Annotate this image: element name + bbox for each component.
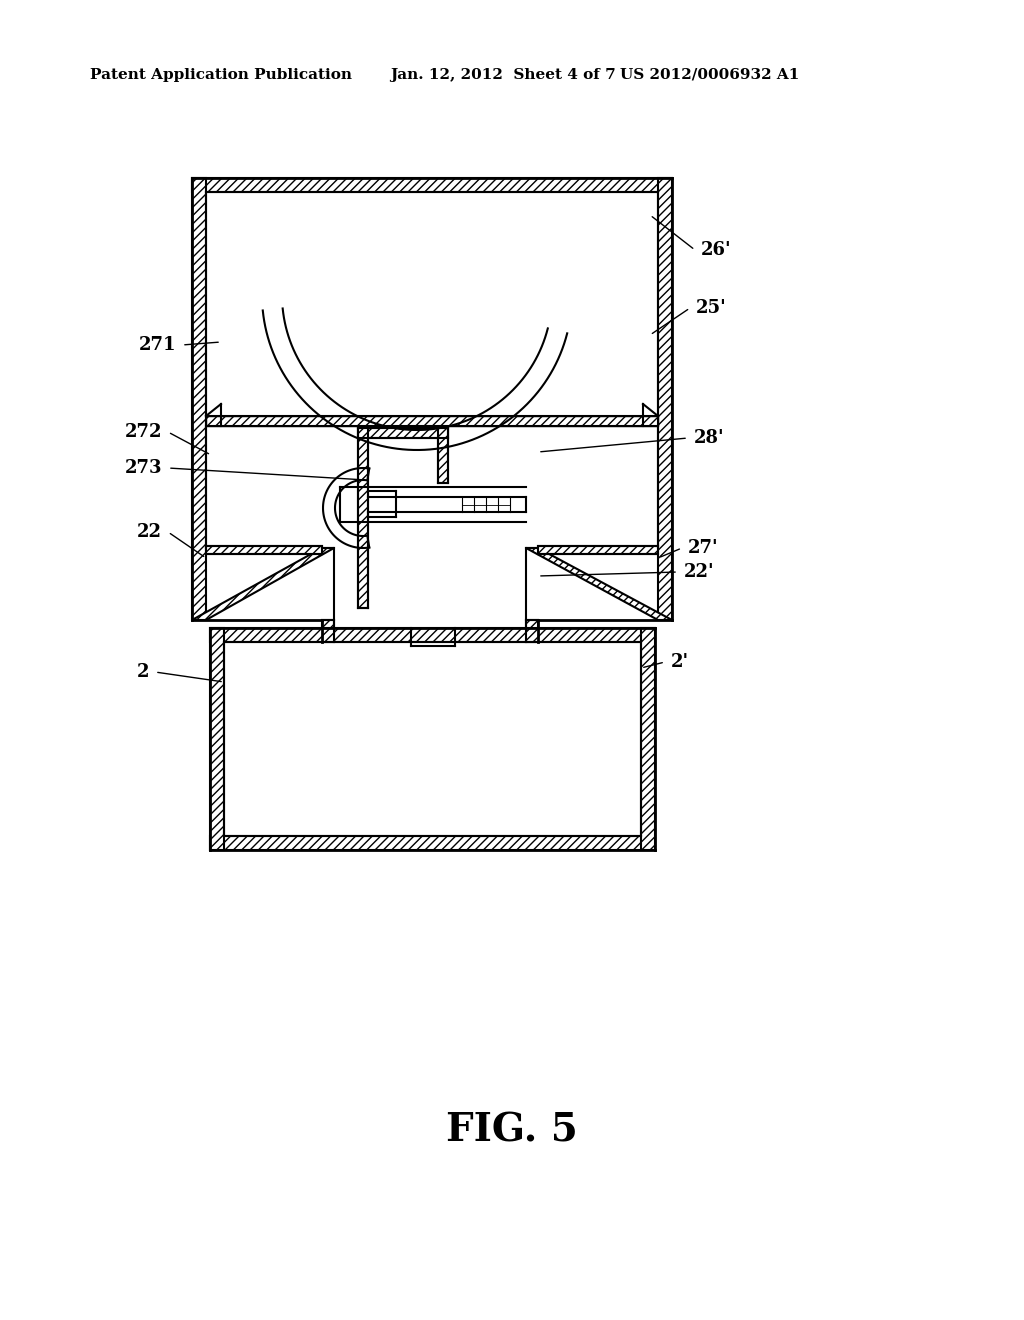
Polygon shape [358, 428, 368, 609]
Polygon shape [641, 628, 655, 850]
Text: US 2012/0006932 A1: US 2012/0006932 A1 [620, 69, 800, 82]
Polygon shape [193, 548, 334, 620]
Polygon shape [322, 620, 334, 642]
Text: 22: 22 [137, 523, 162, 541]
Polygon shape [438, 428, 449, 483]
Polygon shape [358, 428, 449, 438]
Text: Patent Application Publication: Patent Application Publication [90, 69, 352, 82]
Polygon shape [206, 546, 322, 554]
Text: 273: 273 [125, 459, 162, 477]
Polygon shape [526, 620, 538, 642]
Polygon shape [658, 178, 672, 620]
Polygon shape [210, 628, 655, 642]
Text: 26': 26' [701, 242, 731, 259]
Polygon shape [193, 178, 672, 191]
Text: 2: 2 [136, 663, 150, 681]
Text: Jan. 12, 2012  Sheet 4 of 7: Jan. 12, 2012 Sheet 4 of 7 [390, 69, 615, 82]
Polygon shape [538, 546, 658, 554]
Text: 271: 271 [138, 337, 176, 354]
Text: 22': 22' [684, 564, 715, 581]
Polygon shape [206, 416, 658, 426]
Polygon shape [526, 548, 672, 620]
Text: 25': 25' [696, 300, 727, 317]
Text: 272: 272 [125, 422, 162, 441]
Polygon shape [210, 628, 224, 850]
Polygon shape [210, 836, 655, 850]
Text: 27': 27' [688, 539, 719, 557]
Polygon shape [193, 178, 206, 620]
Text: FIG. 5: FIG. 5 [446, 1111, 578, 1148]
Text: 2': 2' [671, 653, 689, 671]
Text: 28': 28' [694, 429, 725, 447]
